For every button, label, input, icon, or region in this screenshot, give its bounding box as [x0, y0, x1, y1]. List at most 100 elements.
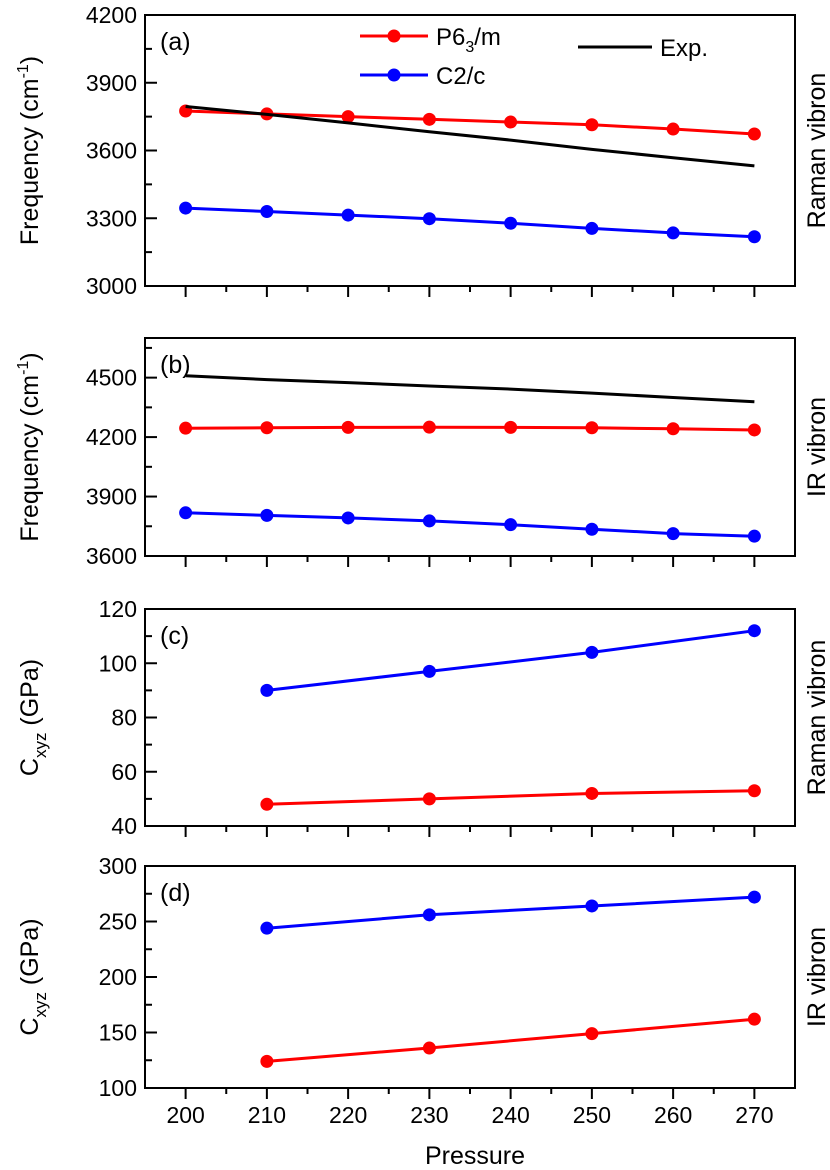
- y-tick-label: 3600: [86, 543, 137, 569]
- y-tick-label: 300: [99, 853, 137, 879]
- y-axis-title-sup: -1: [15, 64, 32, 78]
- data-point-c2c: [585, 645, 599, 659]
- y-axis-title: Frequency (cm-1): [15, 56, 44, 245]
- data-point-p63m: [585, 118, 599, 132]
- data-point-c2c: [422, 514, 436, 528]
- y-axis-title-sub: xyz: [31, 733, 50, 759]
- y-axis-title-sub: xyz: [31, 992, 50, 1018]
- data-point-c2c: [422, 212, 436, 226]
- x-tick-label: 220: [329, 1102, 367, 1128]
- side-label: Raman vibron: [803, 73, 830, 229]
- y-axis-title: Cxyz (GPa): [16, 918, 50, 1035]
- data-point-c2c: [504, 518, 518, 532]
- legend-entry-exp: Exp.: [578, 35, 708, 62]
- data-point-p63m: [179, 421, 193, 435]
- data-point-c2c: [422, 908, 436, 922]
- y-axis-title: Cxyz (GPa): [16, 659, 50, 776]
- y-tick-label: 60: [111, 759, 137, 785]
- data-point-p63m: [422, 112, 436, 126]
- y-axis-title-tail: ): [16, 352, 44, 360]
- x-tick-label: 210: [248, 1102, 286, 1128]
- data-point-p63m: [260, 797, 274, 811]
- series-line-p63m: [185, 425, 755, 432]
- y-tick-label: 3900: [86, 70, 137, 96]
- data-point-c2c: [179, 201, 193, 215]
- panel-label: (b): [160, 351, 191, 379]
- legend-marker-c2c: [387, 68, 401, 82]
- data-point-p63m: [260, 1054, 274, 1068]
- legend-label-c2c: C2/c: [436, 63, 485, 90]
- data-point-c2c: [179, 506, 193, 520]
- side-label: IR vibron: [803, 927, 830, 1027]
- series-line-c2c: [185, 206, 755, 239]
- data-point-p63m: [747, 1012, 761, 1026]
- legend-entry-c2c: C2/c: [360, 63, 485, 90]
- x-tick-label: 270: [735, 1102, 773, 1128]
- x-tick-label: 260: [654, 1102, 692, 1128]
- data-point-c2c: [260, 683, 274, 697]
- panel-d: 100 150 200 250 300 200 210 220 230 240 250 260 270 (…: [16, 853, 830, 1128]
- data-point-p63m: [747, 784, 761, 798]
- y-tick-label: 250: [99, 909, 137, 935]
- y-tick-label: 4200: [86, 424, 137, 450]
- x-tick-label: 240: [491, 1102, 529, 1128]
- series-line-p63m: [266, 789, 755, 806]
- data-point-p63m: [422, 1041, 436, 1055]
- data-point-p63m: [666, 122, 680, 136]
- panels: 3000 3300 3600 3900 4200 (a) Raman vibron Frequ…: [15, 2, 830, 1128]
- x-tick-label: 250: [573, 1102, 611, 1128]
- y-tick-label: 120: [99, 596, 137, 622]
- series-line-c2c: [185, 511, 755, 538]
- panel-c: 40 60 80 100 120 (c) Raman vibron Cxyz (GPa): [16, 596, 830, 839]
- panel-b: 3600 3900 4200 4500 (b) IR vibron Frequency (c…: [15, 337, 830, 569]
- data-point-c2c: [666, 527, 680, 541]
- data-point-c2c: [747, 230, 761, 244]
- data-point-c2c: [747, 890, 761, 904]
- legend: P63/m C2/c Exp.: [360, 24, 708, 90]
- data-point-c2c: [260, 508, 274, 522]
- y-axis-title: Frequency (cm-1): [15, 352, 44, 541]
- y-axis-title-tail: (GPa): [16, 659, 44, 733]
- legend-marker-p63m: [387, 29, 401, 43]
- y-axis-title-main: C: [16, 758, 44, 776]
- panel-label: (d): [160, 879, 191, 907]
- data-point-p63m: [585, 1027, 599, 1041]
- data-point-c2c: [585, 221, 599, 235]
- data-point-c2c: [747, 529, 761, 543]
- y-axis-title-sup: -1: [15, 361, 32, 375]
- data-point-p63m: [585, 421, 599, 435]
- y-tick-label: 3000: [86, 273, 137, 299]
- y-tick-label: 4500: [86, 365, 137, 391]
- panel-label: (c): [160, 622, 189, 650]
- y-tick-label: 3600: [86, 138, 137, 164]
- data-point-c2c: [260, 921, 274, 935]
- y-tick-label: 150: [99, 1020, 137, 1046]
- y-axis-title-tail: ): [16, 56, 44, 64]
- data-point-p63m: [666, 422, 680, 436]
- legend-label-exp: Exp.: [660, 35, 708, 62]
- data-point-p63m: [260, 421, 274, 435]
- series-line-c2c: [266, 629, 755, 692]
- data-point-p63m: [422, 420, 436, 434]
- legend-entry-p63m: P63/m: [360, 24, 501, 56]
- data-point-c2c: [585, 899, 599, 913]
- plot-frame: [144, 608, 796, 827]
- data-point-c2c: [341, 511, 355, 525]
- panel-label: (a): [160, 28, 191, 56]
- data-point-p63m: [747, 127, 761, 141]
- y-tick-label: 3900: [86, 484, 137, 510]
- y-axis-title-main: Frequency (cm: [16, 375, 44, 542]
- y-tick-label: 80: [111, 705, 137, 731]
- data-point-p63m: [747, 423, 761, 437]
- panel-a: 3000 3300 3600 3900 4200 (a) Raman vibron Frequ…: [15, 2, 830, 299]
- y-tick-label: 100: [99, 1075, 137, 1101]
- y-axis-title-main: Frequency (cm: [16, 78, 44, 245]
- y-tick-label: 100: [99, 650, 137, 676]
- y-tick-label: 40: [111, 813, 137, 839]
- side-label: Raman vibron: [803, 640, 830, 796]
- data-point-c2c: [260, 204, 274, 218]
- data-point-p63m: [504, 115, 518, 129]
- data-point-p63m: [341, 420, 355, 434]
- y-tick-label: 4200: [86, 2, 137, 28]
